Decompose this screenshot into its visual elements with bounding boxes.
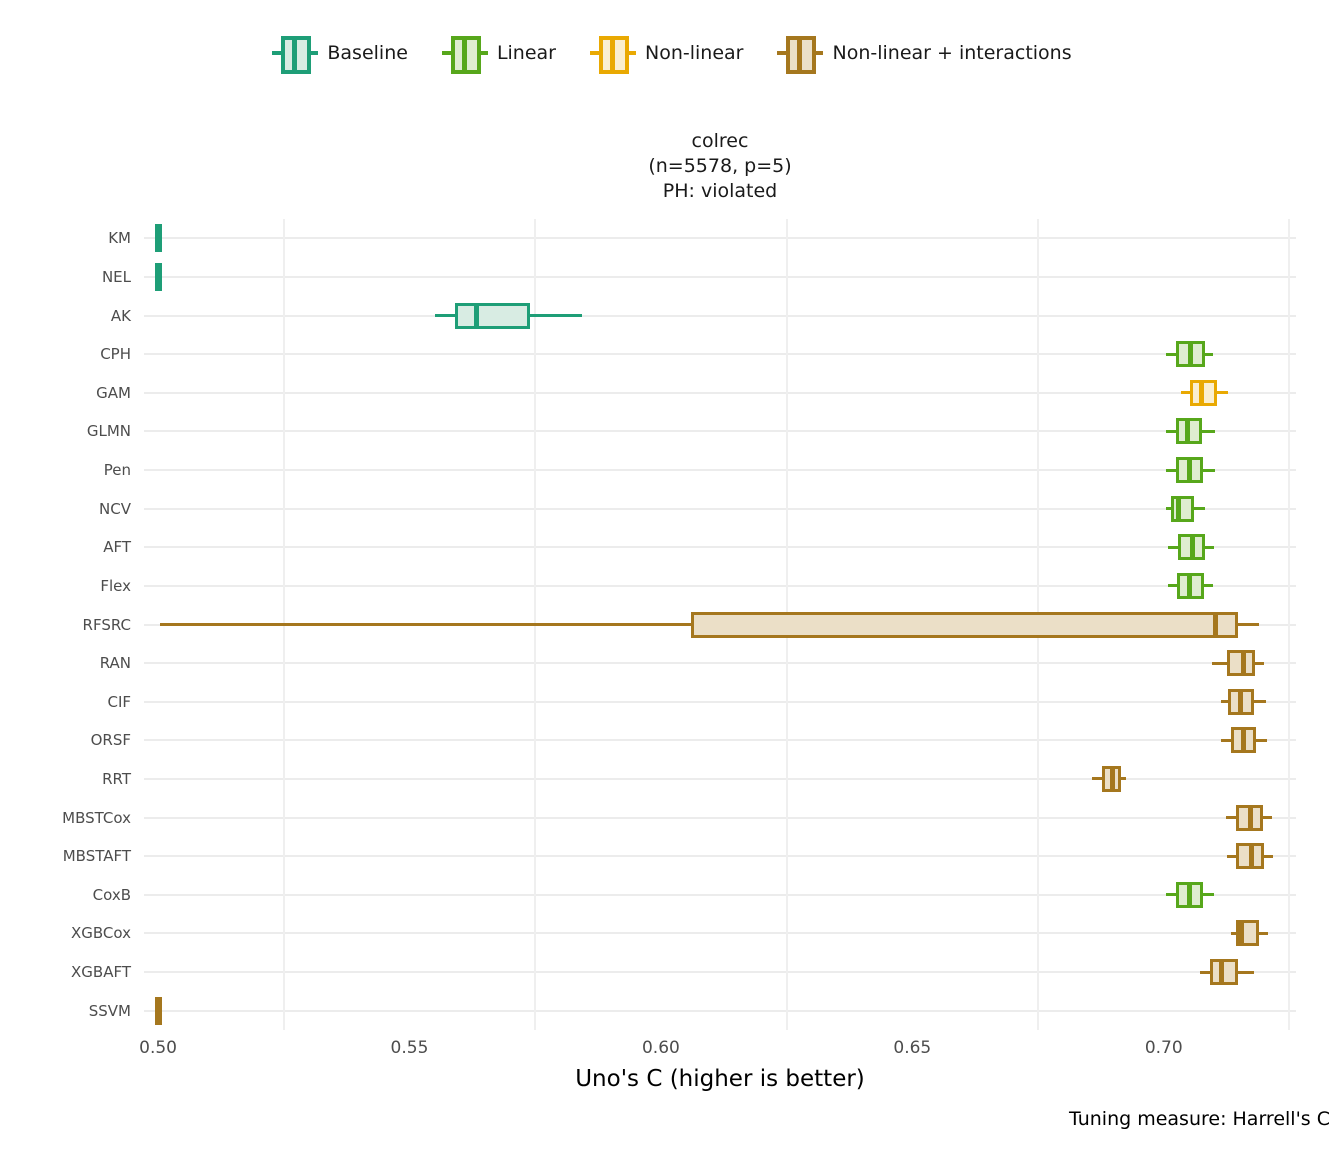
boxplot-median-line <box>1237 688 1243 715</box>
y-axis-label-RAN: RAN <box>99 654 131 673</box>
legend-item-nonlinear: Non-linear <box>590 34 744 74</box>
plot-panel <box>144 219 1296 1030</box>
x-axis-tick-label: 0.70 <box>1144 1038 1183 1058</box>
boxplot-median-line <box>1239 920 1245 947</box>
boxplot-median-line <box>474 302 480 329</box>
y-axis-label-XGBAFT: XGBAFT <box>71 963 131 982</box>
y-axis-label-KM: KM <box>108 229 131 248</box>
legend-item-nonlinear_interactions: Non-linear + interactions <box>777 34 1072 74</box>
gridline-horizontal <box>144 662 1296 665</box>
boxplot-median-line <box>1187 572 1193 599</box>
legend-item-baseline: Baseline <box>272 34 408 74</box>
gridline-horizontal <box>144 932 1296 935</box>
boxplot-median-line <box>1184 418 1190 445</box>
y-axis-label-RFSRC: RFSRC <box>82 615 131 634</box>
legend-label: Linear <box>496 42 556 64</box>
boxplot-median-line <box>1241 650 1247 677</box>
x-axis-tick-label: 0.65 <box>893 1038 932 1058</box>
boxplot-median-line <box>1189 534 1195 561</box>
boxplot-box <box>1170 495 1194 522</box>
y-axis-label-Pen: Pen <box>103 461 131 480</box>
gridline-horizontal <box>144 971 1296 974</box>
boxplot-median-line <box>1248 843 1254 870</box>
plot-title-line1: colrec <box>691 130 749 152</box>
boxplot-median-line <box>1198 379 1204 406</box>
boxplot-median-line <box>1175 495 1181 522</box>
y-axis-label-NEL: NEL <box>101 267 131 286</box>
legend-label: Non-linear <box>645 42 744 64</box>
gridline-horizontal <box>144 430 1296 433</box>
plot-title: colrec (n=5578, p=5) PH: violated <box>144 129 1296 204</box>
y-axis-label-GLMN: GLMN <box>86 422 131 441</box>
legend-key-median <box>610 36 615 70</box>
boxplot-median-line <box>1219 959 1225 986</box>
boxplot-median-line <box>1186 881 1192 908</box>
gridline-horizontal <box>144 855 1296 858</box>
gridline-horizontal <box>144 739 1296 742</box>
legend-item-linear: Linear <box>441 34 556 74</box>
gridline-horizontal <box>144 816 1296 819</box>
caption: Tuning measure: Harrell's C <box>1068 1108 1330 1130</box>
boxplot-degenerate-bar <box>154 996 162 1025</box>
gridline-horizontal <box>144 1009 1296 1012</box>
legend-key-median <box>461 36 467 70</box>
legend-key-median <box>797 36 803 70</box>
y-axis-label-MBSTAFT: MBSTAFT <box>62 847 131 866</box>
gridline-horizontal <box>144 275 1296 278</box>
y-axis-label-NCV: NCV <box>99 499 131 518</box>
legend-label: Non-linear + interactions <box>832 42 1072 64</box>
gridline-horizontal <box>144 777 1296 780</box>
y-axis-label-SSVM: SSVM <box>88 1001 131 1020</box>
y-axis-label-CIF: CIF <box>107 692 131 711</box>
boxplot-median-line <box>1187 457 1193 484</box>
boxplot-degenerate-bar <box>154 224 162 253</box>
boxplot-median-line <box>1240 727 1246 754</box>
y-axis-label-RRT: RRT <box>102 769 131 788</box>
gridline-horizontal <box>144 353 1296 356</box>
boxplot-median-line <box>1212 611 1218 638</box>
gridline-horizontal <box>144 893 1296 896</box>
gridline-horizontal <box>144 700 1296 703</box>
y-axis-label-AK: AK <box>110 306 131 325</box>
legend: Baseline Linear Non-linear Non-linear + int… <box>0 32 1344 74</box>
plot-title-line2: (n=5578, p=5) <box>648 155 792 177</box>
gridline-horizontal <box>144 546 1296 549</box>
y-axis-label-CPH: CPH <box>100 345 131 364</box>
y-axis-label-ORSF: ORSF <box>90 731 131 750</box>
y-axis-label-CoxB: CoxB <box>92 885 131 904</box>
boxplot-median-line <box>1109 765 1115 792</box>
plot-title-line3: PH: violated <box>662 180 778 202</box>
boxplot-median-line <box>1188 341 1194 368</box>
legend-key-median <box>292 36 298 70</box>
gridline-horizontal <box>144 469 1296 472</box>
boxplot-key-icon <box>441 34 488 74</box>
legend-label: Baseline <box>327 42 408 64</box>
x-axis-tick-label: 0.55 <box>390 1038 429 1058</box>
boxplot-key-icon <box>272 34 319 74</box>
boxplot-median-line <box>1247 804 1253 831</box>
boxplot-box <box>1210 959 1239 986</box>
gridline-horizontal <box>144 237 1296 240</box>
y-axis-label-Flex: Flex <box>100 576 131 595</box>
gridline-vertical-minor <box>1288 219 1291 1030</box>
boxplot-box <box>454 302 531 329</box>
gridline-horizontal <box>144 584 1296 587</box>
gridline-horizontal <box>144 391 1296 394</box>
y-axis-label-MBSTCox: MBSTCox <box>62 808 131 827</box>
gridline-horizontal <box>144 314 1296 317</box>
y-axis-label-XGBCox: XGBCox <box>71 924 131 943</box>
y-axis-label-GAM: GAM <box>96 383 131 402</box>
y-axis-label-AFT: AFT <box>103 538 131 557</box>
boxplot-box <box>690 611 1238 638</box>
boxplot-key-icon <box>590 34 636 74</box>
x-axis-tick-label: 0.50 <box>139 1038 177 1058</box>
boxplot-key-icon <box>777 34 824 74</box>
gridline-horizontal <box>144 507 1296 510</box>
x-axis-title: Uno's C (higher is better) <box>575 1066 865 1092</box>
boxplot-box <box>1226 650 1255 677</box>
boxplot-degenerate-bar <box>154 262 162 291</box>
x-axis-tick-label: 0.60 <box>641 1038 680 1058</box>
